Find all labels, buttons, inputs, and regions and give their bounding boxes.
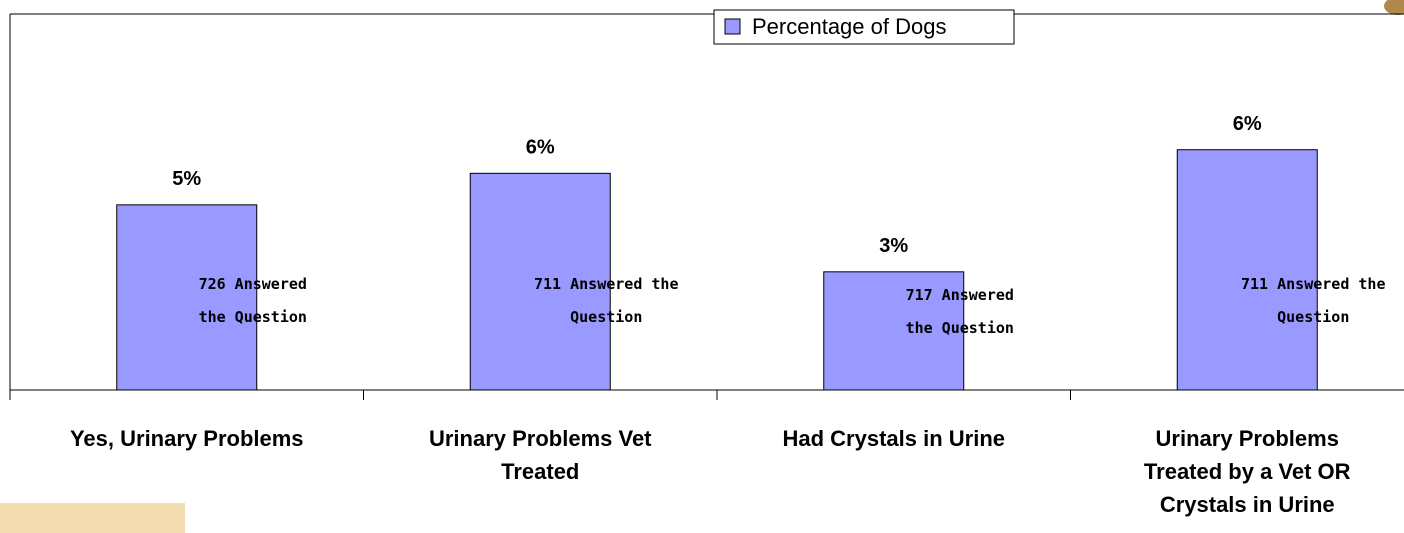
decoration	[0, 503, 185, 533]
value-label: 6%	[526, 137, 555, 159]
decoration	[1384, 0, 1404, 15]
bar	[1176, 149, 1318, 391]
bar	[116, 204, 258, 391]
legend-box	[713, 9, 1015, 45]
x-tick-label: Yes, Urinary Problems	[69, 426, 304, 451]
value-label: 5%	[172, 168, 201, 190]
annotation: 711 Answered the Question	[1241, 275, 1386, 326]
annotation: 717 Answered the Question	[905, 286, 1014, 337]
x-tick-label: Urinary Problems Vet Treated	[428, 426, 652, 484]
legend-swatch	[724, 18, 741, 35]
x-tick-label: Had Crystals in Urine	[782, 426, 1005, 451]
annotation: 711 Answered the Question	[534, 275, 679, 326]
annotation: 726 Answered the Question	[198, 275, 307, 326]
bar	[469, 172, 611, 391]
x-tick-label: Urinary Problems Treated by a Vet OR Cry…	[1143, 426, 1351, 517]
legend-label: Percentage of Dogs	[752, 14, 946, 39]
value-label: 6%	[1233, 113, 1262, 135]
bar	[823, 271, 965, 391]
value-label: 3%	[879, 235, 908, 257]
